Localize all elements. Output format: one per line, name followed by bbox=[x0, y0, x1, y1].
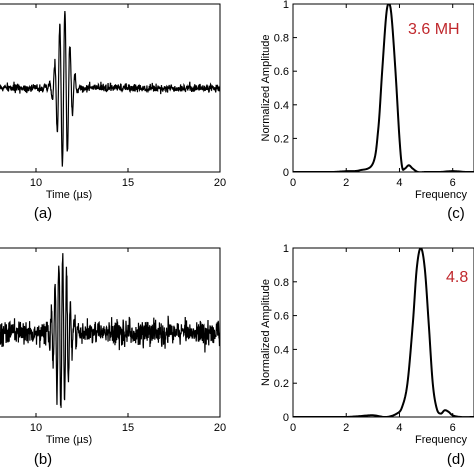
y-tick-label: 0.8 bbox=[274, 277, 289, 289]
x-tick-label: 0 bbox=[290, 177, 296, 189]
x-tick-label: 20 bbox=[214, 422, 226, 434]
y-tick-label: 0.4 bbox=[274, 344, 289, 356]
peak-frequency-label: 4.8 bbox=[446, 269, 468, 286]
x-tick-label: 15 bbox=[122, 177, 134, 189]
x-tick-label: 6 bbox=[450, 422, 456, 434]
x-tick-label: 4 bbox=[396, 177, 402, 189]
series-line bbox=[293, 248, 474, 417]
x-tick-label: 15 bbox=[122, 422, 134, 434]
y-axis-label: Normalized Amplitude bbox=[260, 35, 272, 142]
y-tick-label: 1 bbox=[283, 243, 289, 255]
series-line bbox=[293, 4, 474, 172]
panel-label: (d) bbox=[447, 451, 465, 468]
x-tick-label: 20 bbox=[214, 177, 226, 189]
y-tick-label: 0.2 bbox=[274, 378, 289, 390]
panel-label: (a) bbox=[34, 205, 52, 222]
y-tick-label: 1 bbox=[283, 0, 289, 11]
series-line bbox=[0, 253, 220, 408]
x-axis-label: Time (µs) bbox=[46, 189, 92, 201]
x-tick-label: 4 bbox=[396, 422, 402, 434]
panel-d: 0 2 4 6 0 0.2 0.4 0.6 0.8 1 Frequency Normalized Am… bbox=[260, 243, 474, 468]
y-tick-label: 0.8 bbox=[274, 33, 289, 45]
x-tick-label: 6 bbox=[450, 177, 456, 189]
axes-frame bbox=[0, 247, 221, 418]
panel-c: 0 2 4 6 0 0.2 0.4 0.6 0.8 1 Frequency Normalized Am… bbox=[260, 0, 474, 222]
x-tick-label: 10 bbox=[30, 177, 42, 189]
y-axis-label: Normalized Amplitude bbox=[260, 279, 272, 386]
x-axis-label: Frequency bbox=[415, 434, 467, 446]
panel-label: (c) bbox=[447, 205, 465, 222]
y-tick-label: 0.6 bbox=[274, 66, 289, 78]
x-axis-label: Time (µs) bbox=[46, 434, 92, 446]
y-tick-label: 0.2 bbox=[274, 133, 289, 145]
axes-frame bbox=[292, 3, 474, 173]
x-tick-label: 0 bbox=[290, 422, 296, 434]
peak-frequency-label: 3.6 MH bbox=[408, 21, 460, 38]
x-tick-label: 10 bbox=[30, 422, 42, 434]
panel-label: (b) bbox=[34, 451, 52, 468]
y-tick-label: 0 bbox=[283, 412, 289, 424]
x-tick-label: 2 bbox=[343, 422, 349, 434]
y-tick-label: 0 bbox=[283, 167, 289, 179]
y-tick-label: 0.4 bbox=[274, 100, 289, 112]
series-line bbox=[0, 11, 220, 167]
panel-a: 10 15 20 Time (µs) (a) bbox=[0, 3, 226, 222]
panel-b: 10 15 20 Time (µs) (b) bbox=[0, 247, 226, 468]
x-axis-label: Frequency bbox=[415, 189, 467, 201]
y-tick-label: 0.6 bbox=[274, 311, 289, 323]
x-tick-label: 2 bbox=[343, 177, 349, 189]
